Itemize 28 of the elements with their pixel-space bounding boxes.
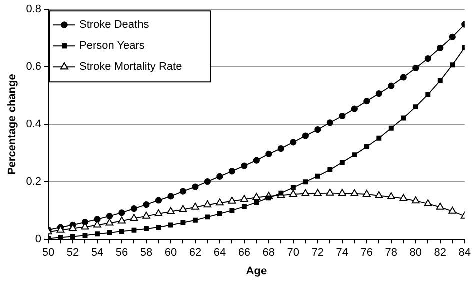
x-tick-label: 80 xyxy=(410,247,422,260)
x-tick-label: 58 xyxy=(140,247,153,260)
x-tick-label: 64 xyxy=(214,247,226,260)
y-axis-title: Percentage change xyxy=(6,74,19,176)
x-tick-label: 68 xyxy=(262,247,276,260)
x-tick-label: 78 xyxy=(385,247,398,260)
x-tick-label: 60 xyxy=(164,247,178,260)
legend-label: Stroke Mortality Rate xyxy=(79,61,182,74)
x-tick-label: 76 xyxy=(360,247,374,260)
y-tick-label: 0.2 xyxy=(26,176,42,188)
x-tick-label: 50 xyxy=(42,247,55,260)
x-axis-title: Age xyxy=(246,265,268,278)
x-tick-label: 62 xyxy=(189,247,202,260)
y-tick-label: 0.4 xyxy=(26,118,42,131)
y-tick-label: 0 xyxy=(35,234,42,246)
x-tick-label: 72 xyxy=(312,247,324,260)
y-tick-label: 0.8 xyxy=(26,4,42,16)
y-tick-label: 0.6 xyxy=(26,61,42,74)
x-tick-label: 56 xyxy=(116,247,128,260)
legend-label: Person Years xyxy=(79,40,146,52)
x-tick-label: 82 xyxy=(434,247,447,260)
legend-label: Stroke Deaths xyxy=(79,19,150,32)
x-tick-label: 52 xyxy=(66,247,80,260)
x-tick-label: 54 xyxy=(91,247,104,260)
x-tick-label: 66 xyxy=(238,247,251,260)
x-tick-label: 74 xyxy=(336,247,349,260)
x-tick-label: 70 xyxy=(287,247,300,260)
x-tick-label: 84 xyxy=(458,247,472,260)
